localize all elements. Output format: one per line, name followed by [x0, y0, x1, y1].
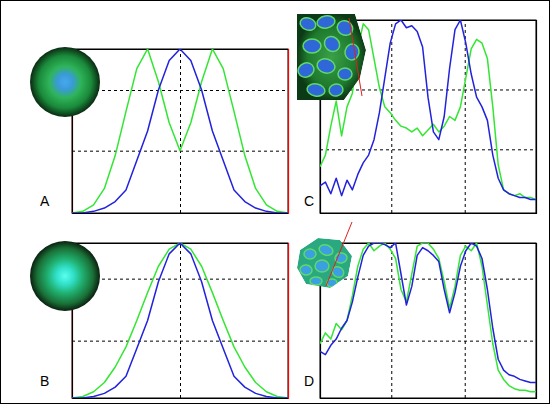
cell-cluster	[297, 238, 352, 288]
panel	[320, 243, 537, 399]
plot-frame	[320, 243, 536, 398]
y-axis-line	[321, 21, 537, 214]
panel-letter: D	[304, 373, 314, 389]
profile-line	[320, 243, 536, 392]
y-axis-line	[73, 50, 289, 214]
x-tick	[465, 20, 466, 213]
panel	[72, 49, 289, 214]
nucleus	[330, 265, 345, 280]
x-grid-line	[391, 243, 392, 398]
panel	[320, 20, 537, 214]
profile-line	[72, 49, 288, 213]
y-grid-line	[72, 279, 288, 280]
nucleus	[310, 277, 322, 285]
profile-line	[72, 243, 288, 398]
nucleus	[298, 16, 317, 33]
cell-cluster	[297, 14, 366, 100]
nucleus	[315, 57, 336, 75]
disk-image	[30, 47, 100, 117]
nucleus	[318, 243, 335, 257]
x-tick	[391, 243, 392, 398]
plot-frame	[72, 243, 288, 398]
x-axis	[73, 49, 289, 214]
x-axis-line	[73, 243, 289, 399]
nucleus	[299, 264, 313, 276]
nucleus	[321, 33, 342, 54]
nucleus	[306, 83, 326, 98]
nucleus	[334, 252, 348, 264]
y-axis	[320, 21, 536, 214]
x-axis-line	[73, 49, 289, 214]
y-grid-line	[320, 341, 536, 342]
profile-line	[320, 24, 536, 200]
y-grid-line	[72, 90, 288, 91]
y-grid-line	[72, 341, 288, 342]
y-tick	[72, 90, 288, 91]
x-axis-line	[321, 243, 537, 399]
panel-letter: C	[304, 193, 314, 209]
y-axis	[72, 244, 288, 399]
x-tick	[180, 49, 181, 213]
profile-line-marker	[326, 222, 352, 286]
y-axis	[72, 50, 288, 214]
panel-letter: A	[40, 193, 50, 209]
nucleus	[315, 260, 329, 272]
y-grid-line	[320, 279, 536, 280]
x-axis	[73, 243, 289, 399]
nucleus	[338, 68, 352, 80]
x-tick	[465, 243, 466, 398]
disk-image	[30, 241, 100, 311]
profile-line	[72, 243, 288, 398]
profile-line	[72, 49, 288, 213]
x-axis-line	[321, 20, 537, 214]
panel	[72, 243, 289, 399]
y-tick	[72, 279, 288, 280]
nucleus	[303, 39, 321, 53]
x-grid-line	[465, 243, 466, 398]
plot-frame	[72, 49, 288, 213]
plot-frame	[320, 20, 536, 213]
cell-image	[296, 14, 366, 100]
y-grid-line	[320, 149, 536, 150]
y-axis-line	[73, 244, 289, 399]
plot-area	[72, 49, 288, 213]
nucleus	[304, 249, 316, 259]
profile-line-marker	[349, 18, 362, 96]
profile-line	[320, 20, 536, 199]
x-grid-line	[180, 49, 181, 213]
x-axis	[321, 20, 537, 214]
y-tick	[320, 149, 536, 150]
y-tick	[320, 341, 536, 342]
figure: A B C D	[0, 0, 550, 404]
x-grid-line	[180, 243, 181, 398]
x-tick	[180, 243, 181, 398]
nucleus	[316, 15, 336, 30]
profile-line	[320, 243, 536, 383]
x-grid-line	[465, 20, 466, 213]
y-tick	[72, 341, 288, 342]
y-axis	[320, 244, 536, 399]
plot-area	[72, 243, 288, 398]
panel-letter: B	[40, 373, 49, 389]
nucleus	[344, 43, 361, 61]
y-axis-line	[321, 244, 537, 399]
cell-image	[297, 222, 352, 288]
plot-area	[320, 20, 536, 199]
figure-border	[1, 1, 550, 404]
x-axis	[321, 243, 537, 399]
plot-area	[320, 243, 536, 392]
nucleus	[296, 61, 316, 80]
nucleus	[328, 82, 345, 97]
y-tick	[320, 279, 536, 280]
